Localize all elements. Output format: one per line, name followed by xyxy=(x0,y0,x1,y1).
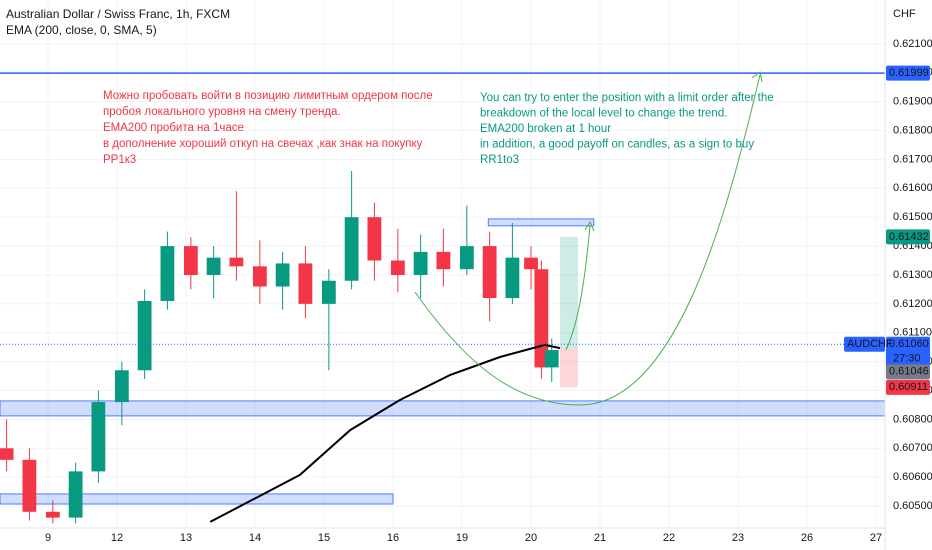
candle-body xyxy=(0,448,14,460)
chart-title: Australian Dollar / Swiss Franc, 1h, FXC… xyxy=(6,7,230,21)
candle-body xyxy=(544,350,559,368)
countdown: 27:30 xyxy=(893,353,921,365)
x-tick-label: 9 xyxy=(45,532,51,544)
zone xyxy=(487,218,595,227)
x-tick-label: 13 xyxy=(180,532,192,544)
candle-body xyxy=(459,246,474,270)
x-tick-label: 23 xyxy=(732,532,744,544)
forecast-curve xyxy=(414,74,761,406)
price-tag xyxy=(886,336,930,367)
candle-body xyxy=(344,217,359,281)
y-tick-label: 0.61200 xyxy=(893,298,932,310)
y-tick-label: 0.61300 xyxy=(893,269,932,281)
y-tick-label: 0.61100 xyxy=(893,327,932,339)
price-tag-label: 0.61046 xyxy=(889,366,929,378)
y-tick-label: 0.61500 xyxy=(893,211,932,223)
x-tick-label: 22 xyxy=(663,532,675,544)
arrow-head xyxy=(751,71,763,83)
note-ru: Можно пробовать войти в позицию лимитным… xyxy=(103,90,433,102)
x-tick-label: 15 xyxy=(318,532,330,544)
price-tag-label: 0.61060 xyxy=(889,338,929,350)
x-tick-label: 20 xyxy=(525,532,537,544)
price-tag xyxy=(886,379,930,395)
ema-line xyxy=(209,343,561,523)
candle-body xyxy=(68,471,83,518)
price-tag xyxy=(886,364,930,380)
arrow-head xyxy=(584,220,595,232)
price-tag xyxy=(886,65,930,81)
note-en: You can try to enter the position with a… xyxy=(480,92,774,104)
y-tick-label: 0.60800 xyxy=(893,413,932,425)
y-tick-label: 0.60500 xyxy=(893,500,932,512)
candle-body xyxy=(275,263,290,287)
y-tick-label: 0.60700 xyxy=(893,442,932,454)
candle-body xyxy=(436,251,451,270)
x-tick-label: 12 xyxy=(111,532,123,544)
y-tick-label: 0.61700 xyxy=(893,153,932,165)
candle-body xyxy=(91,402,106,472)
note-ru: EMA200 пробита на 1часе xyxy=(103,122,244,134)
x-tick-label: 21 xyxy=(594,532,606,544)
price-tag-label: 0.61999 xyxy=(889,67,929,79)
candle-body xyxy=(114,370,129,403)
note-ru: в дополнение хороший откуп на свечах ,ка… xyxy=(103,138,423,150)
y-tick-label: 0.61800 xyxy=(893,124,932,136)
candle-body xyxy=(45,511,60,518)
y-tick-label: 0.60600 xyxy=(893,471,932,483)
note-en: breakdown of the local level to change t… xyxy=(480,108,727,120)
stop-zone xyxy=(560,348,578,388)
candle-body xyxy=(252,266,267,287)
note-ru: РР1к3 xyxy=(103,154,136,166)
y-tick-label: 0.61600 xyxy=(893,182,932,194)
zone xyxy=(0,493,394,505)
candle-body xyxy=(505,257,520,299)
candle-body xyxy=(160,246,175,301)
x-tick-label: 19 xyxy=(456,532,468,544)
note-en: RR1to3 xyxy=(480,154,519,166)
target-zone xyxy=(560,236,578,349)
candle-body xyxy=(413,251,428,275)
y-tick-label: 0.62100 xyxy=(893,38,932,50)
currency: CHF xyxy=(893,8,916,20)
candle-body xyxy=(321,280,336,304)
x-tick-label: 16 xyxy=(387,532,399,544)
price-tag-label: 0.61432 xyxy=(889,231,929,243)
indicator-label: EMA (200, close, 0, SMA, 5) xyxy=(6,23,157,37)
candle-body xyxy=(137,300,152,371)
candle-body xyxy=(524,257,538,270)
price-tag xyxy=(886,229,930,245)
candle-body xyxy=(22,459,37,512)
x-tick-label: 14 xyxy=(249,532,261,544)
note-ru: пробоя локального уровня на смену тренда… xyxy=(103,106,341,118)
forecast-arrow xyxy=(565,224,591,351)
x-tick-label: 26 xyxy=(801,532,813,544)
candle-body xyxy=(482,246,497,299)
candle-body xyxy=(206,257,221,275)
annotations: Можно пробовать войти в позицию лимитным… xyxy=(103,90,774,166)
candle-body xyxy=(229,257,244,267)
candle-body xyxy=(534,269,549,368)
candle-body xyxy=(298,263,313,304)
x-tick-label: 27 xyxy=(870,532,882,544)
plot-area xyxy=(0,0,886,528)
note-en: EMA200 broken at 1 hour xyxy=(480,123,611,135)
candle-body xyxy=(390,260,405,275)
price-tag-label: 0.60911 xyxy=(889,381,928,393)
y-tick-label: 0.61900 xyxy=(893,96,932,108)
candle-body xyxy=(183,246,198,275)
symbol-tag xyxy=(844,336,885,352)
symbol-label: AUDCHF xyxy=(847,338,893,350)
zone xyxy=(0,400,886,417)
candle-body xyxy=(367,217,382,261)
note-en: in addition, a good payoff on candles, a… xyxy=(480,139,754,151)
